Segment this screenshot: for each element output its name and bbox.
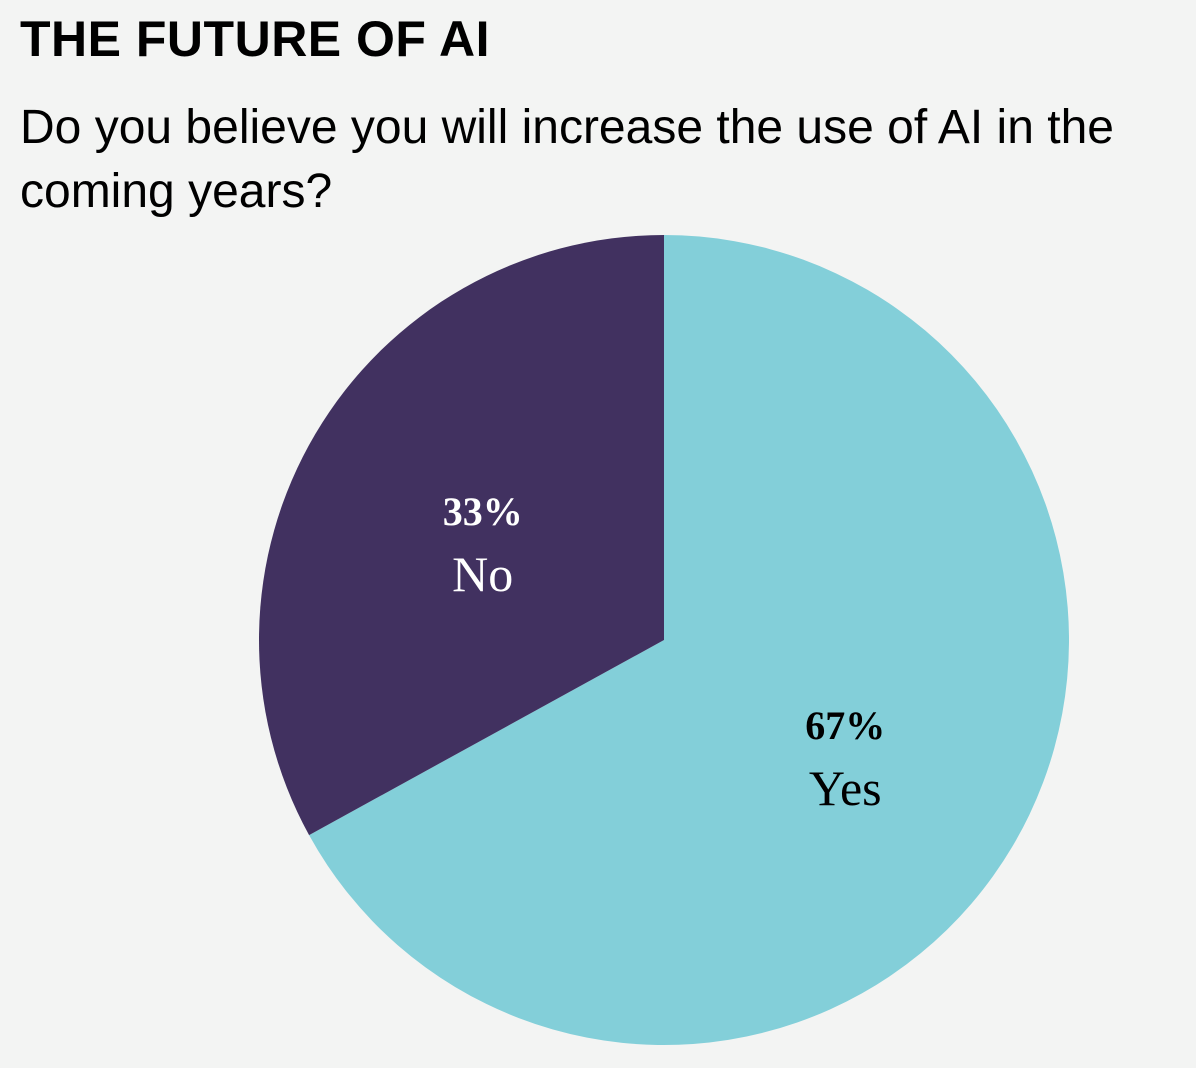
pie-slices bbox=[258, 235, 1069, 1045]
pie-slice-yes bbox=[309, 235, 1069, 1045]
slice-category-label-no: No bbox=[452, 546, 513, 602]
pie-slice-no bbox=[258, 235, 664, 836]
pie-labels: 67% Yes 33% No bbox=[443, 489, 886, 816]
slice-category-label-yes: Yes bbox=[809, 760, 882, 816]
slice-value-label-yes: 67% bbox=[805, 703, 885, 748]
chart-subtitle: Do you believe you will increase the use… bbox=[20, 101, 1114, 218]
chart-title: THE FUTURE OF AI bbox=[20, 11, 491, 67]
slice-value-label-no: 33% bbox=[443, 489, 523, 534]
